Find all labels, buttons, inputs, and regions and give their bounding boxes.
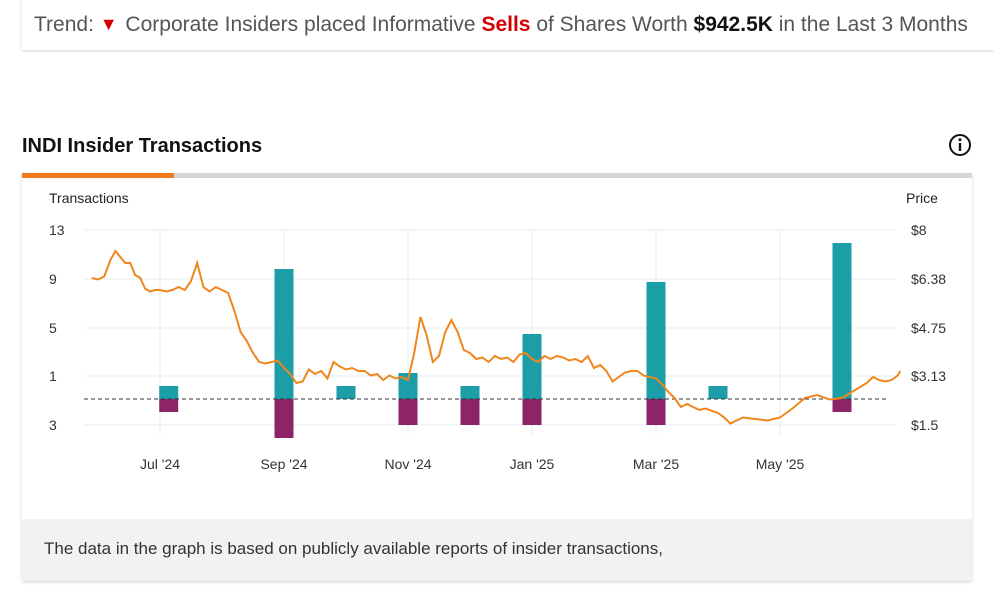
trend-text-middle: of Shares Worth (530, 13, 694, 36)
sell-bar[interactable] (646, 399, 666, 425)
info-icon[interactable] (948, 133, 972, 157)
buy-bar[interactable] (708, 386, 728, 399)
x-tick-label: Sep '24 (260, 456, 307, 472)
buy-bar[interactable] (274, 269, 294, 399)
x-tick-label: Jan '25 (510, 456, 555, 472)
buy-bar[interactable] (522, 334, 542, 399)
buy-bar[interactable] (832, 243, 852, 399)
x-tick-label: May '25 (756, 456, 805, 472)
sell-bar[interactable] (398, 399, 418, 425)
trend-amount: $942.5K (693, 13, 773, 36)
footer-note: The data in the graph is based on public… (22, 519, 972, 581)
x-tick-label: Mar '25 (633, 456, 679, 472)
trend-sells-label: Sells (481, 13, 531, 36)
buy-bar[interactable] (398, 373, 418, 399)
trend-text-after: in the Last 3 Months (772, 13, 968, 36)
card-tab-active-indicator (22, 173, 174, 178)
chart-grid (84, 229, 896, 435)
right-axis-title: Price (906, 190, 938, 206)
sell-bar[interactable] (274, 399, 294, 438)
buy-bar[interactable] (159, 386, 179, 399)
sell-bar[interactable] (159, 399, 179, 412)
x-tick-label: Nov '24 (384, 456, 431, 472)
buy-bar[interactable] (646, 282, 666, 399)
trend-prefix: Trend: (34, 13, 94, 36)
right-tick-label: $6.38 (911, 271, 946, 287)
sell-bar[interactable] (832, 399, 852, 412)
sell-bar[interactable] (522, 399, 542, 425)
footer-text: The data in the graph is based on public… (44, 539, 663, 558)
trend-text: Trend: ▼ Corporate Insiders placed Infor… (34, 13, 968, 37)
sell-bar[interactable] (460, 399, 480, 425)
left-tick-label: 1 (49, 368, 57, 384)
x-tick-label: Jul '24 (140, 456, 180, 472)
right-tick-label: $3.13 (911, 368, 946, 384)
right-tick-label: $8 (911, 222, 927, 238)
left-tick-label: 13 (49, 222, 65, 238)
section-title: INDI Insider Transactions (22, 135, 263, 157)
right-tick-label: $1.5 (911, 417, 938, 433)
left-axis-title: Transactions (49, 190, 129, 206)
right-axis-ticks: $8 $6.38 $4.75 $3.13 $1.5 (911, 222, 946, 433)
left-tick-label: 5 (49, 320, 57, 336)
card-tab-bar (22, 173, 972, 178)
left-tick-label: 9 (49, 271, 57, 287)
down-arrow-icon: ▼ (99, 14, 118, 34)
buy-bar[interactable] (460, 386, 480, 399)
trend-banner: Trend: ▼ Corporate Insiders placed Infor… (22, 0, 994, 50)
x-axis-ticks: Jul '24 Sep '24 Nov '24 Jan '25 Mar '25 May '… (140, 456, 805, 472)
buy-bar[interactable] (336, 386, 356, 399)
transaction-bars (159, 243, 852, 438)
right-tick-label: $4.75 (911, 320, 946, 336)
trend-text-before: Corporate Insiders placed Informative (119, 13, 482, 36)
price-line (91, 249, 902, 425)
left-tick-label: 3 (49, 417, 57, 433)
insider-transactions-chart-card: Transactions Price 13 9 5 1 3 $8 $6.38 $4.75 $3… (22, 173, 972, 581)
